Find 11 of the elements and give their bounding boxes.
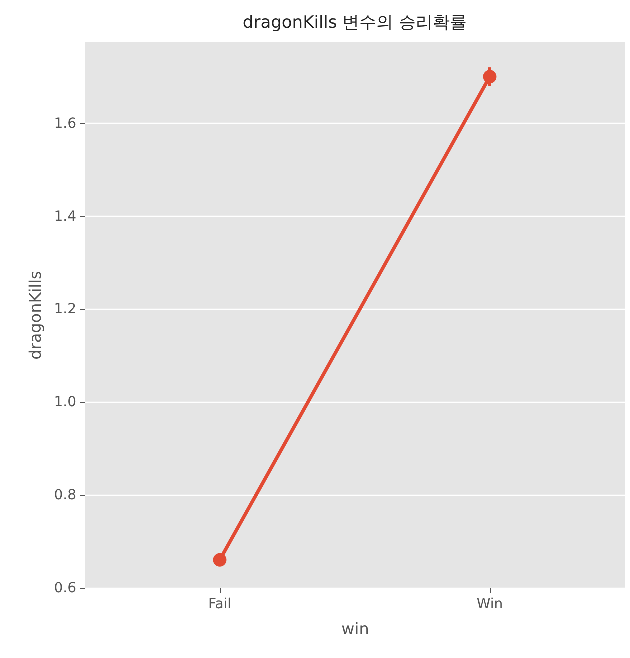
y-tick-label: 1.6 <box>54 116 77 132</box>
y-tick-label: 0.8 <box>54 488 76 504</box>
x-tick-label: Fail <box>208 596 232 612</box>
x-axis-title: win <box>342 620 370 638</box>
x-tick-label: Win <box>476 596 504 612</box>
y-tick-label: 1.4 <box>54 208 77 225</box>
y-axis-title: dragonKills <box>26 271 46 360</box>
y-tick-label: 0.6 <box>54 580 77 596</box>
y-tick-label: 1.2 <box>54 302 76 318</box>
y-tick-label: 1.0 <box>54 394 76 411</box>
chart-title: dragonKills 변수의 승리확률 <box>242 13 468 33</box>
